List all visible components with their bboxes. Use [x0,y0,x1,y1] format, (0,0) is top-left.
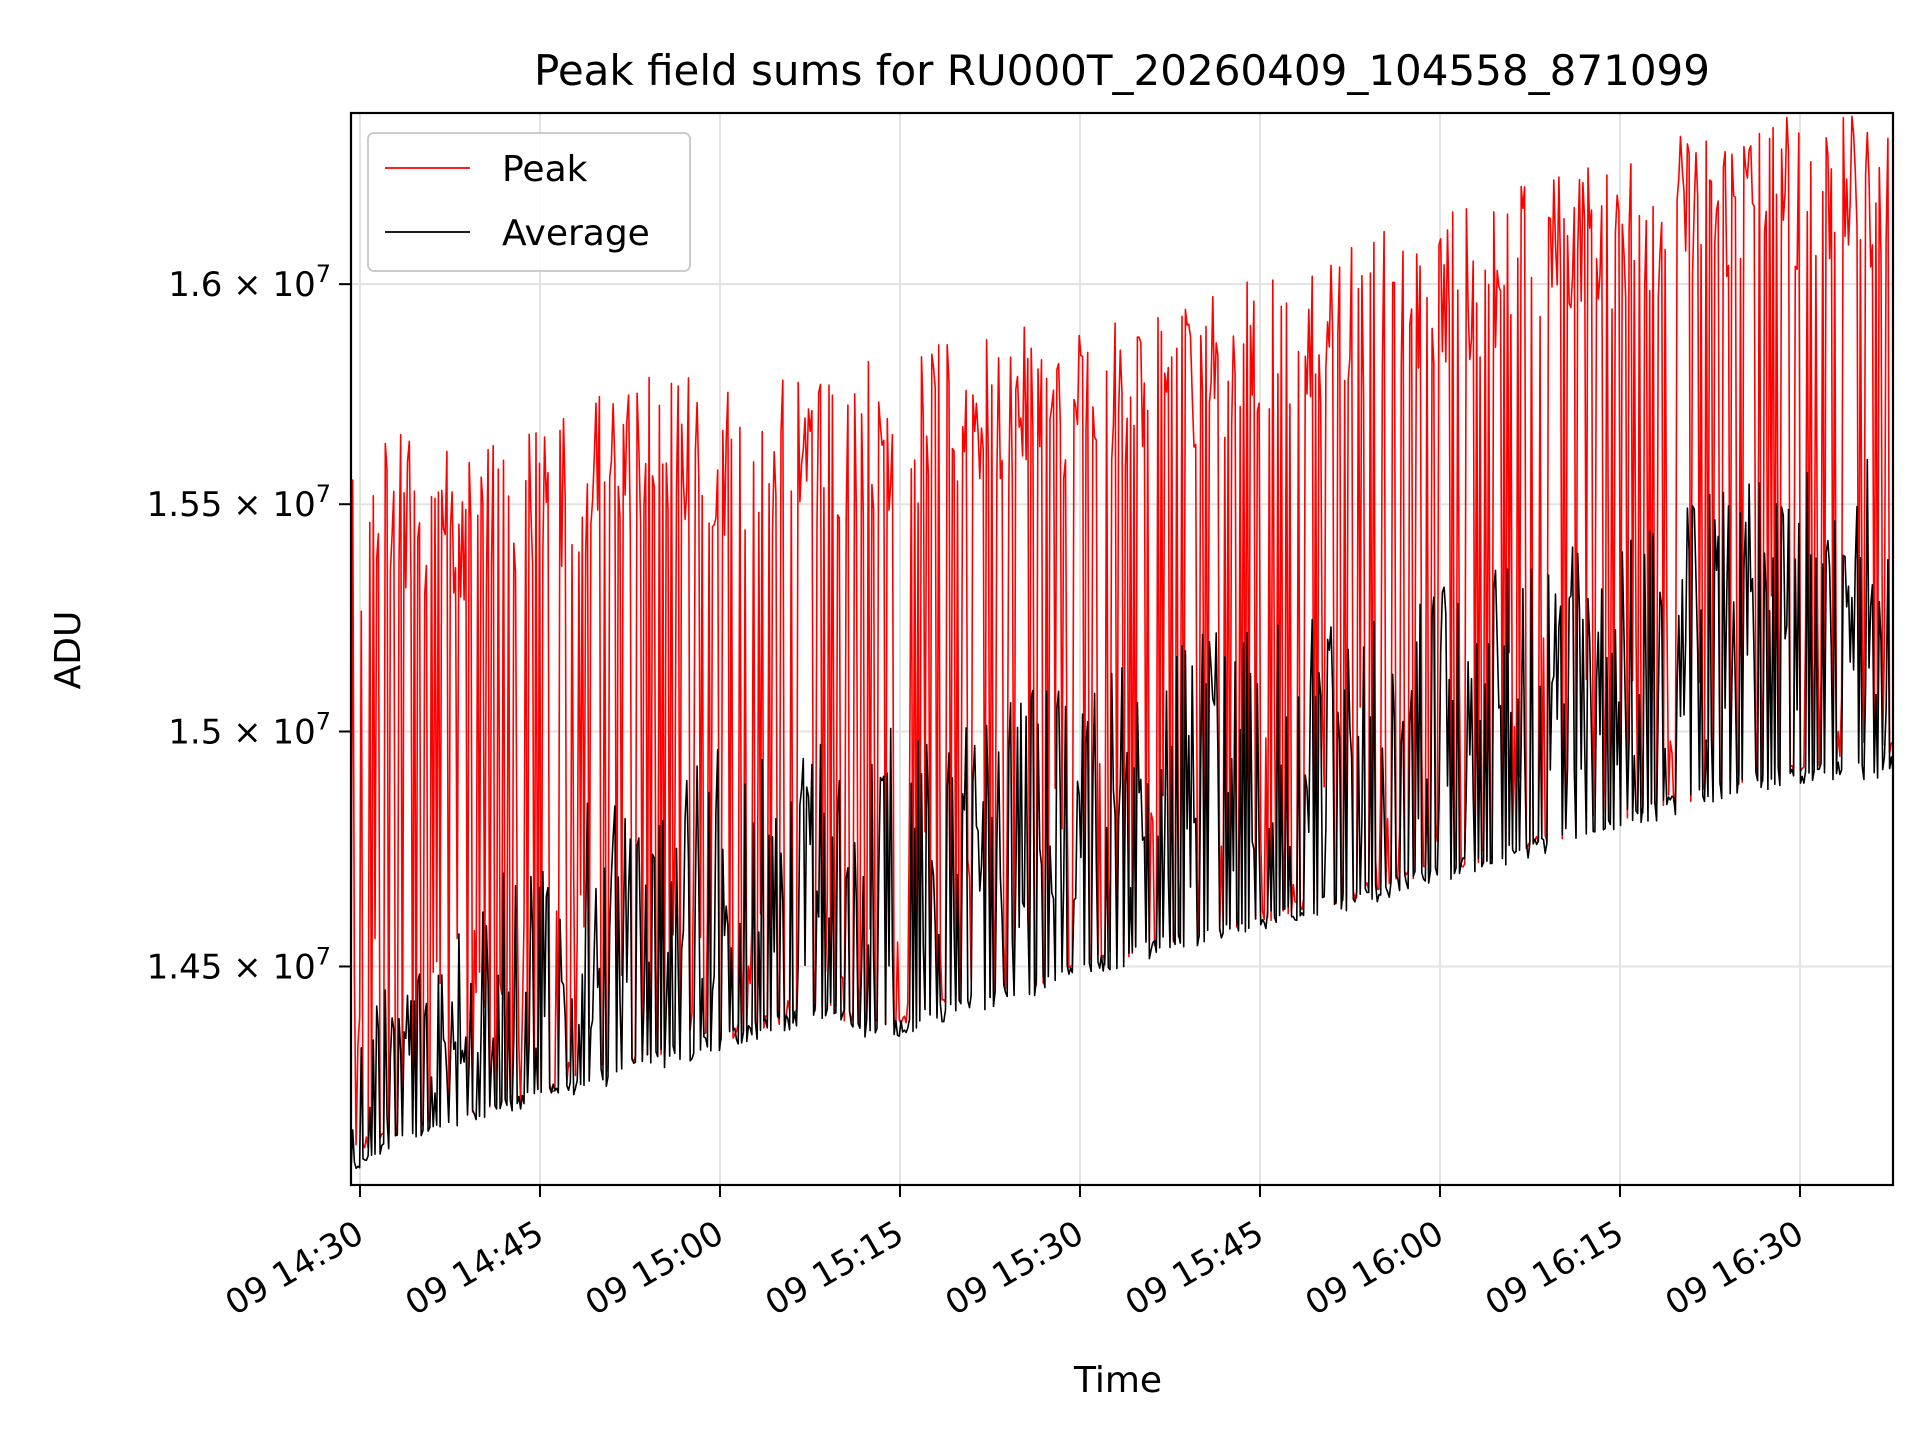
y-tick-label-0: 1.45 × 107 [147,942,331,987]
y-tick-label-2: 1.55 × 107 [147,480,331,525]
legend: Peak Average [367,132,691,272]
y-tick-label-3: 1.6 × 107 [168,260,331,305]
legend-label-peak: Peak [502,149,588,190]
y-axis-ticks: 1.45 × 107 1.5 × 107 1.55 × 107 1.6 × 107 [147,260,351,987]
series-line-average [350,458,1894,1173]
legend-label-average: Average [502,213,650,254]
y-axis-label: ADU [48,611,89,690]
y-tick-label-1: 1.5 × 107 [168,707,331,752]
plot-lines [350,115,1894,1173]
plot-frame [349,111,1895,1187]
x-axis-label: Time [1073,1360,1162,1401]
chart-title: Peak field sums for RU000T_20260409_1045… [534,46,1710,95]
